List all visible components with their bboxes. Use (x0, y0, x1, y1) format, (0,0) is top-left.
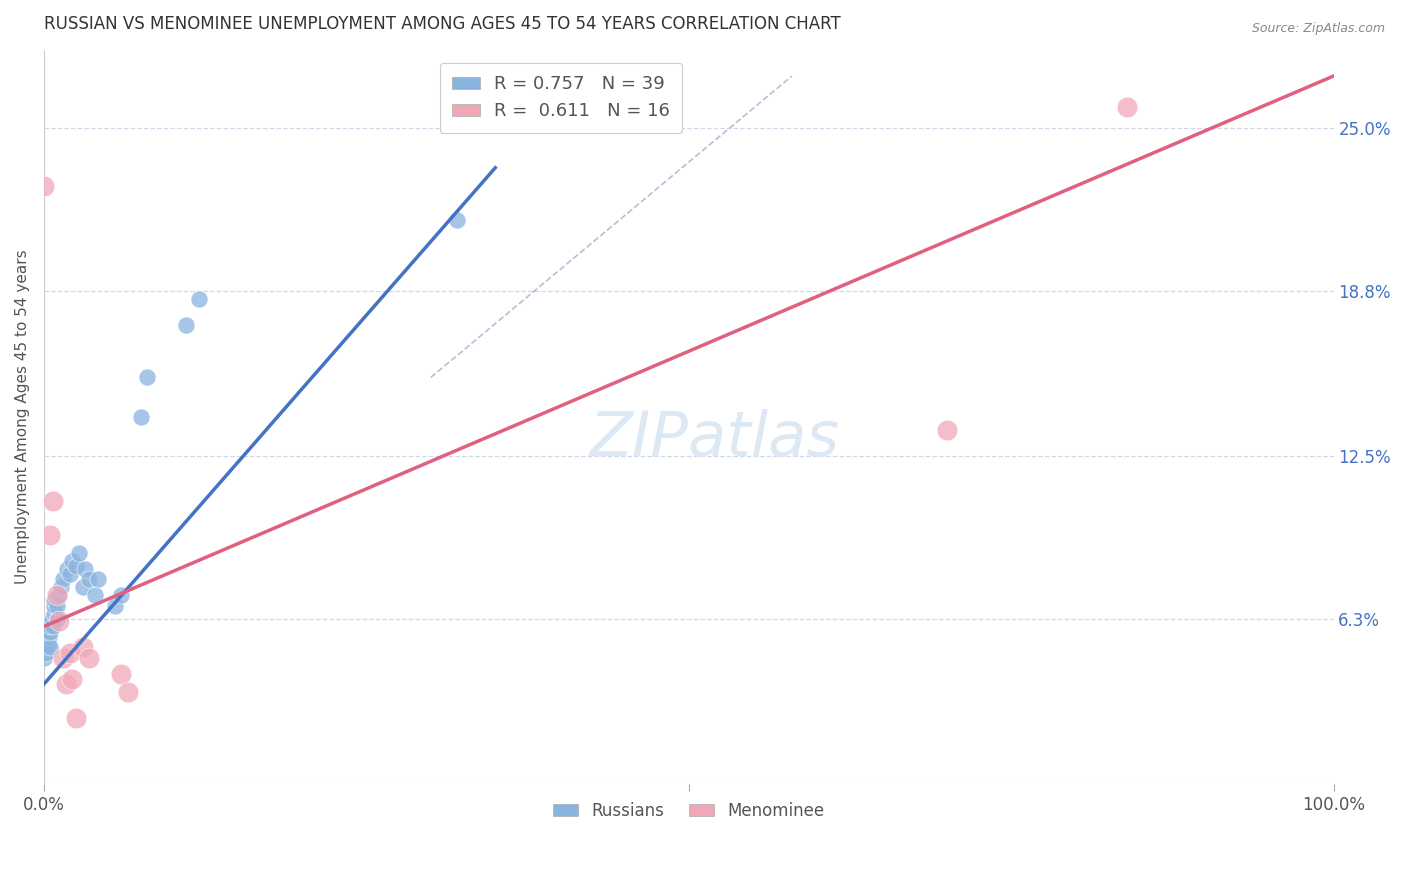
Point (67, 546, 90, 560)
Point (44, 607, 66, 621)
Point (45, 588, 67, 602)
Point (44, 599, 66, 613)
Point (39, 619, 62, 633)
Point (52, 651, 75, 665)
Point (52, 572, 75, 586)
Point (56, 562, 79, 576)
Point (32, 640, 55, 655)
Point (72, 640, 94, 655)
Point (32, 651, 55, 665)
Point (110, 588, 132, 602)
Point (41, 612, 63, 626)
Point (446, 213, 468, 227)
Text: ZIPatlas: ZIPatlas (589, 409, 839, 469)
Point (32, 179, 55, 194)
Point (48, 588, 70, 602)
Point (110, 666, 132, 681)
Point (37, 627, 59, 641)
Point (60, 672, 83, 686)
Point (935, 423, 957, 437)
Point (84, 588, 107, 602)
Point (45, 612, 67, 626)
Legend: Russians, Menominee: Russians, Menominee (546, 796, 831, 827)
Point (1116, 101, 1139, 115)
Point (104, 599, 127, 613)
Point (77, 572, 100, 586)
Point (75, 562, 97, 576)
Point (55, 677, 77, 691)
Point (117, 685, 139, 699)
Point (72, 580, 94, 594)
Point (129, 409, 152, 424)
Point (37, 638, 59, 652)
Point (87, 572, 110, 586)
Point (136, 370, 159, 384)
Point (48, 614, 70, 628)
Point (39, 527, 62, 541)
Point (59, 646, 82, 660)
Point (35, 646, 58, 660)
Point (59, 567, 82, 582)
Point (32, 619, 55, 633)
Point (42, 493, 65, 508)
Text: RUSSIAN VS MENOMINEE UNEMPLOYMENT AMONG AGES 45 TO 54 YEARS CORRELATION CHART: RUSSIAN VS MENOMINEE UNEMPLOYMENT AMONG … (44, 15, 841, 33)
Point (65, 711, 87, 725)
Point (39, 640, 62, 655)
Point (44, 593, 66, 607)
Point (45, 599, 67, 613)
Point (77, 651, 100, 665)
Point (32, 624, 55, 639)
Point (174, 318, 197, 332)
Y-axis label: Unemployment Among Ages 45 to 54 years: Unemployment Among Ages 45 to 54 years (15, 250, 30, 584)
Point (49, 580, 72, 594)
Point (187, 292, 209, 306)
Point (38, 630, 60, 644)
Point (32, 632, 55, 647)
Point (60, 554, 83, 568)
Text: Source: ZipAtlas.com: Source: ZipAtlas.com (1251, 22, 1385, 36)
Point (65, 559, 87, 574)
Point (39, 624, 62, 639)
Point (42, 619, 65, 633)
